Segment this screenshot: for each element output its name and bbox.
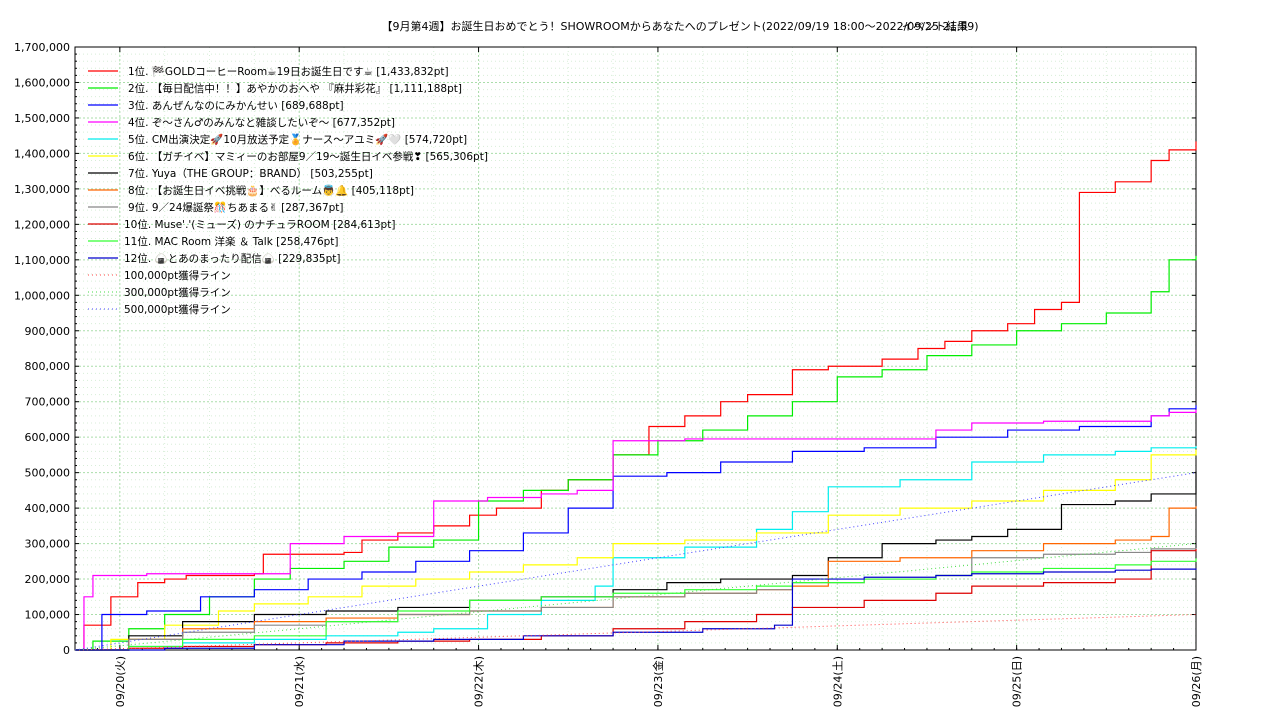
- series-line-13: [74, 614, 1197, 651]
- legend-entry: 300,000pt獲得ライン: [124, 286, 231, 299]
- series-line-2: [75, 255, 1197, 651]
- legend-entry: 7位. Yuya（THE GROUP：BRAND） [503,255pt]: [128, 167, 373, 180]
- series-line-7: [75, 471, 1197, 651]
- legend-entry: 1位. 🏁GOLDコーヒーRoom☕19日お誕生日です☕ [1,433,832p…: [128, 65, 449, 78]
- legend: 1位. 🏁GOLDコーヒーRoom☕19日お誕生日です☕ [1,433,832p…: [88, 65, 488, 316]
- y-tick-label: 1,500,000: [14, 112, 70, 125]
- y-tick-label: 100,000: [25, 609, 71, 622]
- series-line-1: [75, 141, 1197, 651]
- series-line-10: [75, 549, 1197, 651]
- y-tick-label: 700,000: [25, 396, 71, 409]
- y-axis: 0 100,000 200,000 300,000 400,000 500,000 600,…: [14, 41, 1196, 657]
- x-tick-label: 09/20(火): [114, 656, 127, 707]
- legend-entry: 500,000pt獲得ライン: [124, 303, 231, 316]
- chart-title: 【9月第4週】お誕生日おめでとう！SHOWROOMからあなたへのプレゼント(20…: [381, 19, 978, 33]
- series-line-15: [74, 472, 1197, 651]
- y-tick-label: 200,000: [25, 573, 71, 586]
- y-tick-label: 0: [63, 644, 70, 657]
- y-tick-label: 1,600,000: [14, 76, 70, 89]
- y-tick-label: 300,000: [25, 538, 71, 551]
- x-tick-label: 09/22(木): [473, 656, 486, 707]
- y-tick-label: 1,700,000: [14, 41, 70, 54]
- legend-entry: 12位. 🍙とあのまったり配信🍙 [229,835pt]: [124, 252, 341, 265]
- legend-entry: 8位. 【お誕生日イベ挑戦🎂】べるルーム👼🔔 [405,118pt]: [128, 184, 414, 197]
- legend-entry: 11位. MAC Room 洋楽 ＆ Talk [258,476pt]: [124, 235, 339, 248]
- legend-entry: 100,000pt獲得ライン: [124, 269, 231, 282]
- y-tick-label: 800,000: [25, 360, 71, 373]
- series-line-6: [75, 449, 1197, 651]
- series-line-12: [75, 568, 1197, 651]
- legend-entry: 9位. 9／24爆誕祭🎊ちあまる✌ [287,367pt]: [128, 201, 344, 214]
- legend-entry: 10位. Muse'.'(ミューズ) のナチュラROOM [284,613pt]: [124, 218, 395, 231]
- x-tick-label: 09/21(水): [293, 656, 306, 707]
- series-line-4: [75, 409, 1197, 651]
- legend-entry: 5位. CM出演決定🚀10月放送予定🏅ナース〜アユミ🚀🤍 [574,720pt]: [128, 133, 467, 146]
- legend-entry: 4位. ぞ〜さん♂のみんなと雑談したいぞ〜 [677,352pt]: [128, 116, 395, 129]
- y-tick-label: 1,300,000: [14, 183, 70, 196]
- y-tick-label: 1,100,000: [14, 254, 70, 267]
- x-tick-label: 09/23(金): [651, 656, 665, 707]
- y-tick-label: 1,400,000: [14, 147, 70, 160]
- y-tick-label: 500,000: [25, 467, 71, 480]
- legend-entry: 2位. 【毎日配信中！！】あやかのおへや 『麻井彩花』 [1,111,188pt…: [128, 82, 462, 95]
- y-tick-label: 600,000: [25, 431, 71, 444]
- x-tick-label: 09/24(土): [831, 656, 844, 707]
- series-line-9: [75, 548, 1197, 651]
- x-tick-label: 09/25(日): [1011, 656, 1024, 707]
- y-tick-label: 900,000: [25, 325, 71, 338]
- legend-entry: 3位. あんぜんなのにみかんせい [689,688pt]: [128, 99, 344, 112]
- legend-entry: 6位. 【ガチイベ】マミィーのお部屋9／19〜誕生日イベ参戦❣ [565,306…: [128, 150, 488, 163]
- y-tick-label: 400,000: [25, 502, 71, 515]
- x-axis: 09/20(火) 09/21(水) 09/22(木) 09/23(金) 09/24(土)…: [74, 47, 1203, 707]
- y-tick-label: 1,000,000: [14, 289, 70, 302]
- x-tick-label: 09/26(月): [1190, 656, 1203, 707]
- series-line-3: [75, 405, 1197, 651]
- chart-subtitle: イベント結果: [902, 19, 968, 33]
- y-tick-label: 1,200,000: [14, 218, 70, 231]
- series-line-11: [75, 558, 1197, 651]
- series-group: [74, 141, 1197, 651]
